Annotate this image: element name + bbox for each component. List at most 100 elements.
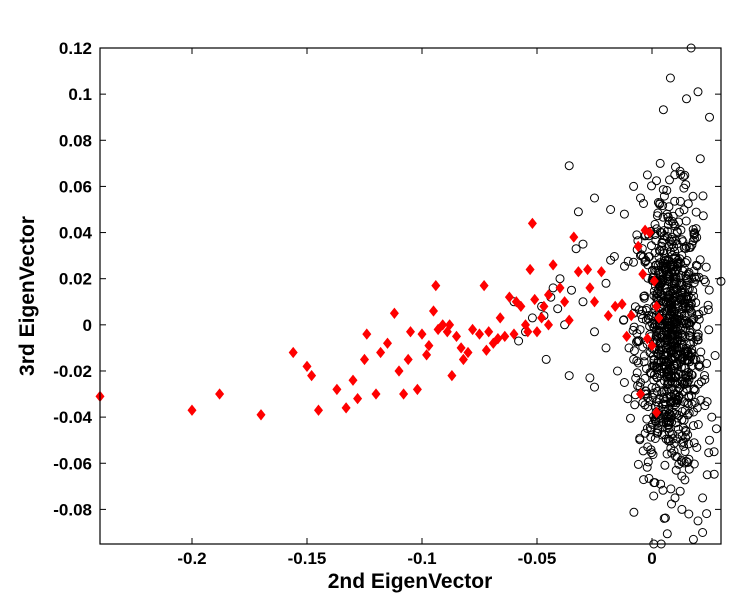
data-point-open [646,368,656,378]
data-point-diamond [468,323,478,336]
data-point-open [668,377,678,387]
data-point-open [632,230,642,240]
data-point-open [652,386,662,396]
data-point-open [695,154,705,164]
data-point-diamond [187,404,197,416]
data-point-open [695,255,705,265]
data-point-open [644,473,654,483]
data-point-open [659,355,669,364]
data-point-open [630,400,640,410]
data-point-open [664,420,674,430]
data-point-open [689,355,699,365]
data-point-diamond [495,312,505,324]
data-point-open [704,325,714,335]
data-point-open [650,248,660,258]
data-point-open [675,273,685,283]
y-axis-ticks: -0.08 -0.06 -0.04 -0.02 0 0.02 0.04 0.06 0.08 0.1… [53,39,721,519]
data-point-diamond [307,369,317,382]
data-point-open [678,237,688,247]
data-point-open [665,175,674,185]
data-point-diamond [438,319,448,331]
data-point-diamond [649,275,659,287]
data-point-open [667,342,677,352]
data-point-open [687,361,697,371]
data-point-open [626,413,635,423]
data-point-open [642,170,652,180]
data-point-open [659,349,668,359]
data-point-open [642,304,652,313]
data-point-open [640,257,650,267]
data-point-open [670,267,679,277]
data-point-open [590,382,599,392]
data-point-open [709,469,719,479]
data-point-diamond [313,404,324,416]
data-point-open [578,239,588,249]
data-point-open [663,255,673,265]
data-point-open [642,364,651,374]
data-point-open [573,207,583,217]
data-point-open [623,394,633,404]
data-point-open [657,430,667,440]
data-point-diamond [442,326,452,338]
data-point-open [677,235,687,245]
data-point-open [682,94,691,104]
data-point-open [693,516,703,526]
data-point-open [650,219,660,229]
data-point-open [671,352,680,362]
data-point-open [642,462,652,472]
data-point-diamond [302,360,312,373]
data-point-open [601,278,611,288]
y-tick-label: 0.06 [59,177,92,196]
data-point-diamond [332,383,342,396]
data-point-open [689,421,698,431]
data-point-diamond [626,309,636,322]
data-point-open [660,405,670,414]
data-point-open [670,330,679,340]
data-point-open [694,314,704,324]
data-point-open [661,399,671,409]
data-point-diamond [569,231,579,243]
data-point-open [688,236,698,246]
data-point-open [692,443,702,452]
data-point-diamond [652,406,662,419]
data-point-diamond [654,312,664,324]
data-point-open [640,291,650,301]
data-point-open [663,368,673,378]
data-point-diamond [463,346,473,359]
data-point-open [634,336,644,346]
data-point-open [698,211,708,221]
data-point-diamond [405,326,416,338]
data-point-open [700,401,710,411]
y-tick-label: 0.12 [59,39,92,58]
data-point-open [675,207,684,217]
data-point-open [635,325,645,335]
data-point-open [564,161,574,171]
data-point-open [693,420,703,429]
data-point-diamond [539,300,549,313]
data-point-diamond [560,296,570,308]
data-point-open [701,262,711,272]
data-point-open [704,448,714,458]
data-point-open [672,295,682,305]
data-point-open [651,236,661,246]
data-point-open [683,199,693,209]
data-point-diamond [622,330,632,343]
data-point-open [659,246,669,255]
data-point-open [635,433,645,443]
data-point-diamond [638,268,648,280]
data-point-open [659,513,669,523]
data-point-open [677,431,687,441]
data-point-open [636,193,645,203]
data-point-open [668,211,678,221]
data-point-open [684,298,694,308]
data-point-open [658,345,668,355]
data-point-diamond [359,353,370,366]
data-point-open [669,438,679,448]
data-point-open [682,346,691,356]
data-point-open [629,257,638,267]
data-point-open [650,478,660,488]
data-point-open [683,458,693,467]
y-tick-label: 0.02 [59,270,92,289]
data-point-open [619,209,629,219]
data-point-diamond [493,333,503,345]
